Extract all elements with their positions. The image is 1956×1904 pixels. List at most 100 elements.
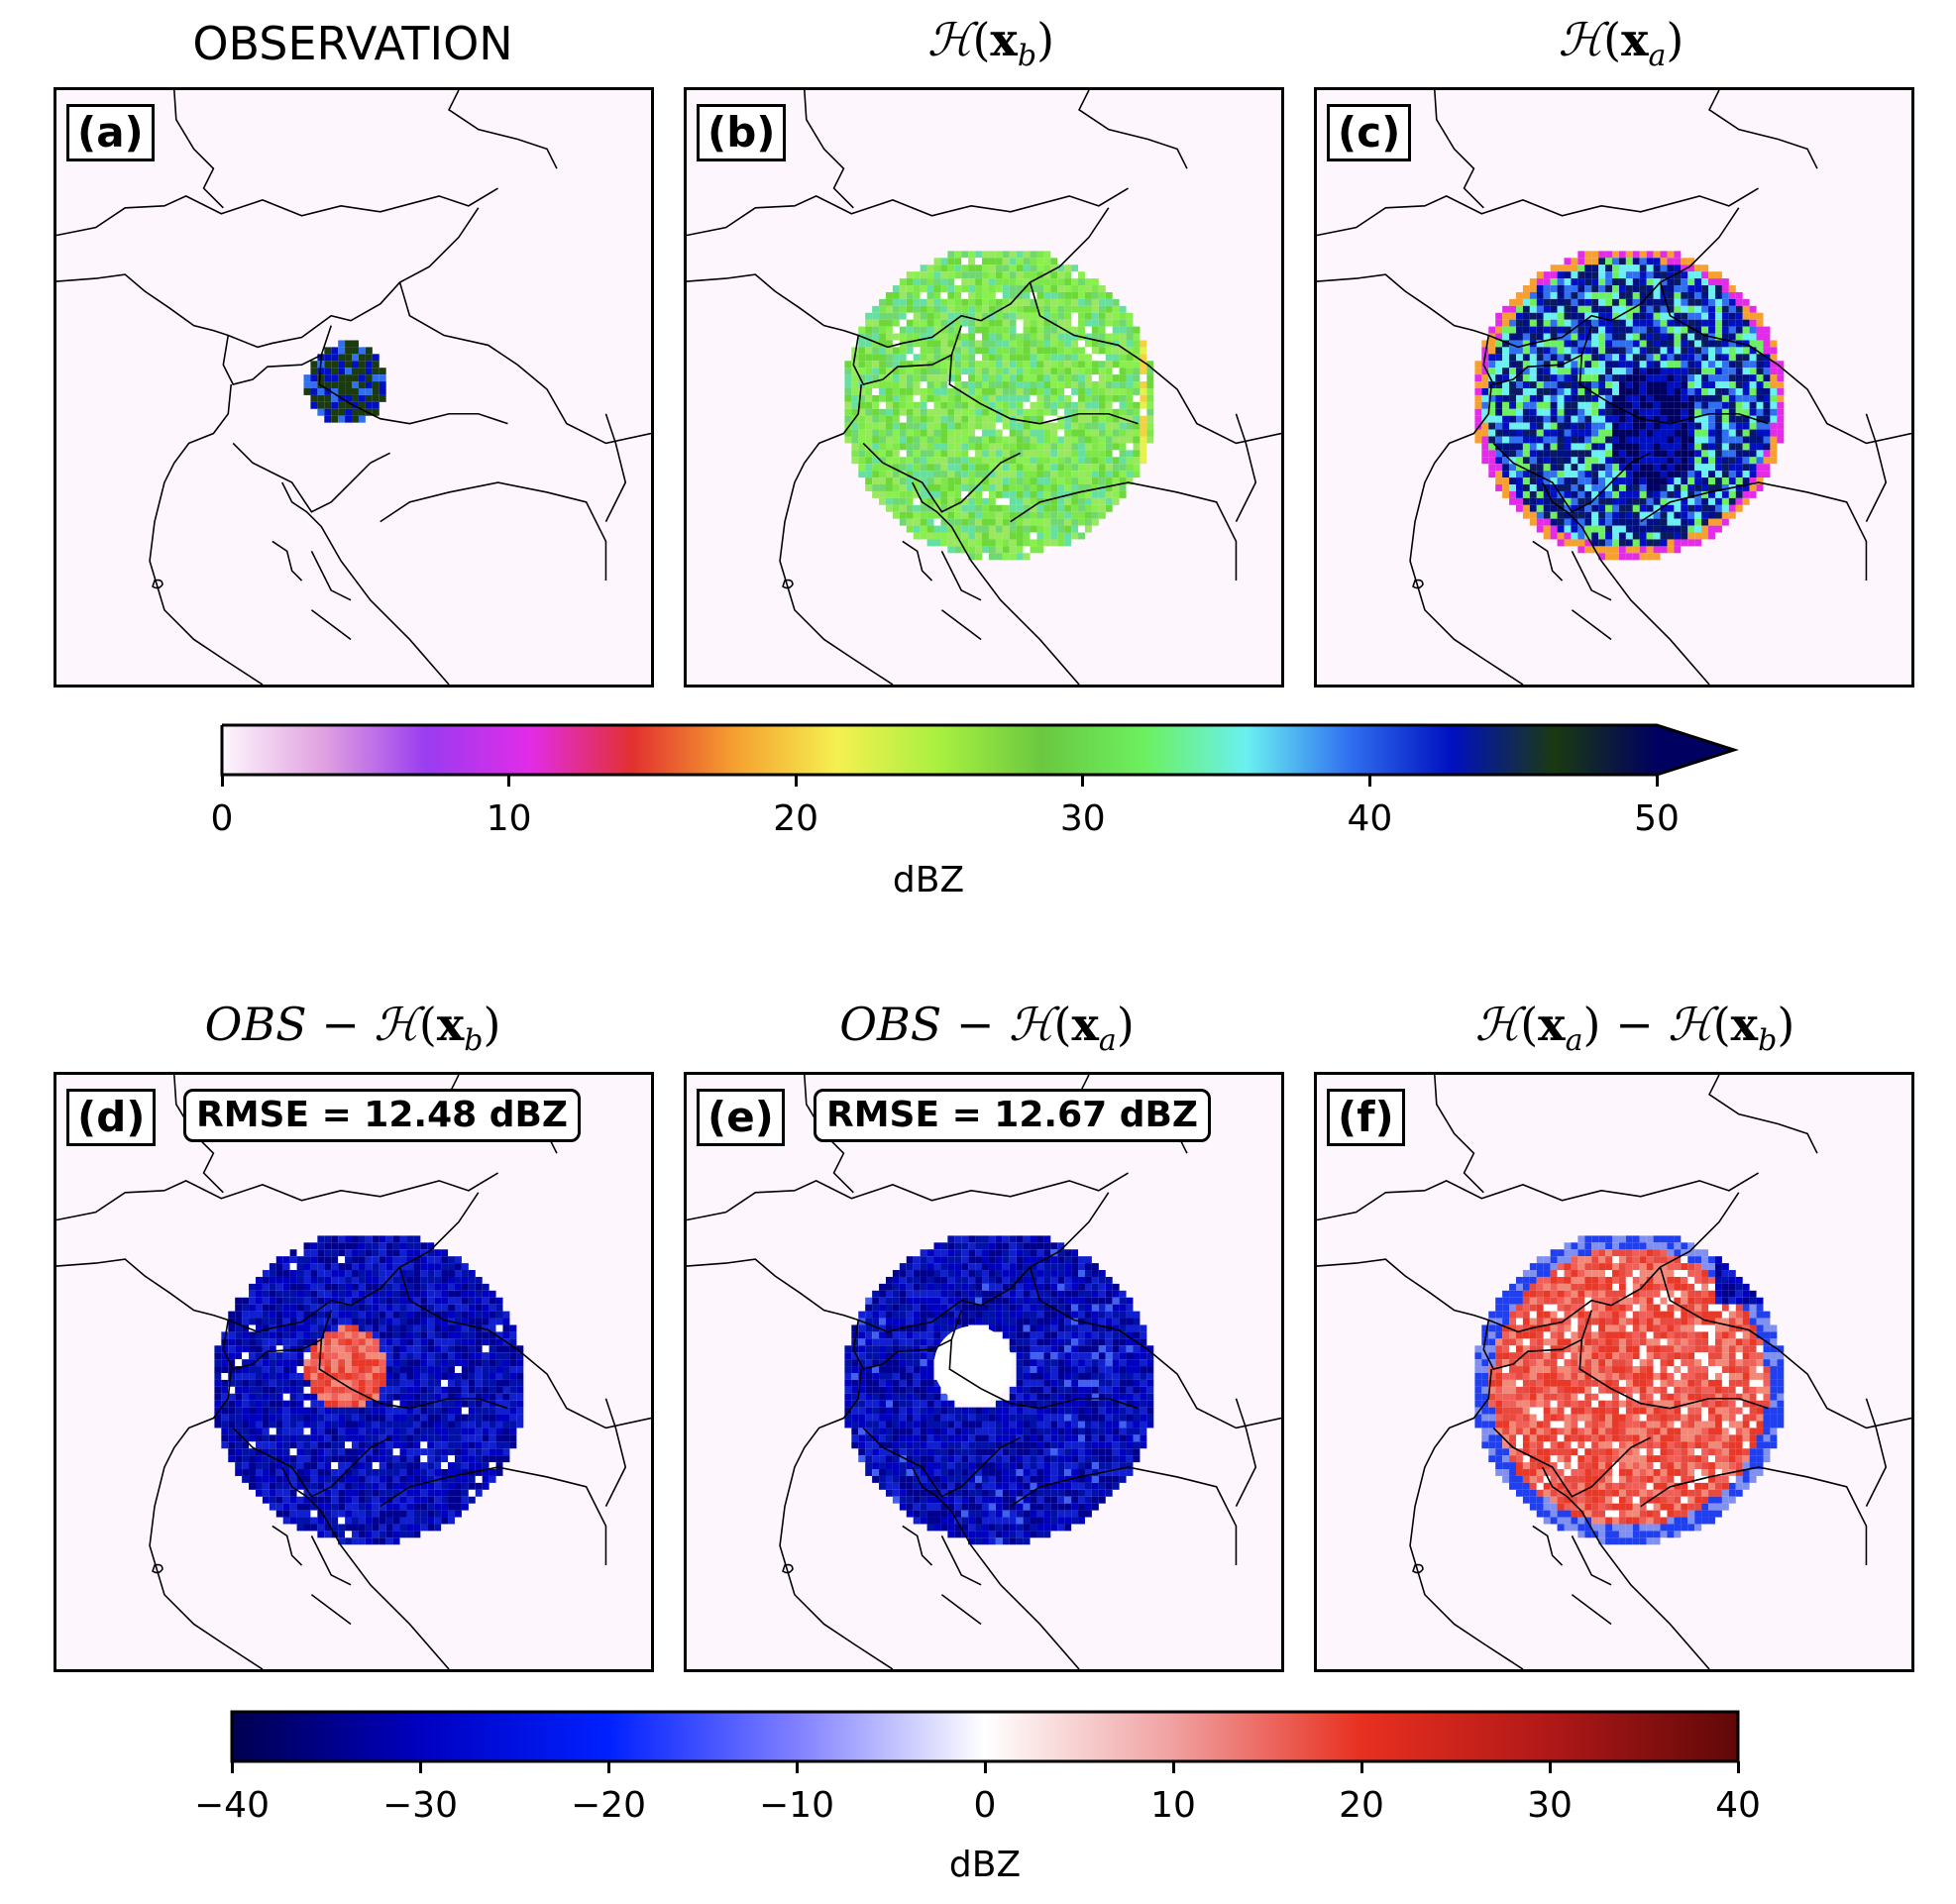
data-cell [262,1482,270,1490]
data-cell [1043,464,1051,472]
data-cell [1660,450,1668,458]
data-cell [865,457,873,465]
data-cell [844,387,852,395]
data-cell [1084,354,1092,362]
data-cell [275,1372,283,1380]
data-cell [1605,464,1613,472]
data-cell [399,1242,407,1250]
data-cell [310,381,318,388]
data-cell [954,457,962,465]
data-cell [1043,511,1051,519]
data-cell [858,354,866,362]
data-cell [338,1366,346,1373]
data-cell [1763,394,1771,402]
data-cell [1660,271,1668,279]
data-cell [913,471,921,478]
data-cell [1735,361,1743,369]
data-cell [947,312,955,320]
data-cell [509,1324,517,1332]
data-cell [385,1290,393,1298]
panel-label-c: (c) [1327,104,1412,161]
data-cell [1119,436,1127,444]
data-cell [324,408,332,416]
data-cell [865,340,873,348]
data-cell [296,1366,304,1373]
data-cell [1681,264,1688,272]
data-cell [1584,271,1592,279]
data-cell [303,1503,311,1511]
data-cell [1009,291,1017,299]
data-cell [352,381,359,388]
data-cell [879,443,886,451]
data-cell [1119,401,1127,409]
data-cell [954,361,962,369]
data-cell [892,312,900,320]
data-cell [1057,484,1065,491]
data-cell [1653,525,1661,533]
data-cell [1591,532,1599,540]
data-cell [1564,361,1572,369]
data-cell [1050,401,1058,409]
data-cell [1598,504,1606,512]
data-cell [228,1372,236,1380]
data-cell [926,394,934,402]
data-cell [255,1455,263,1463]
data-cell [913,394,921,402]
data-cell [1550,285,1558,292]
data-cell [1078,415,1085,423]
data-cell [1091,422,1099,430]
country-border [318,355,508,425]
data-cell [1030,518,1037,526]
data-cell [926,387,934,395]
data-cell [975,298,983,306]
data-cell [1071,271,1079,279]
data-cell [913,477,921,485]
data-cell [1536,319,1544,327]
data-cell [1646,298,1654,306]
country-border [1317,207,1740,349]
data-cell [1050,497,1058,505]
data-cell [892,347,900,355]
data-cell [255,1331,263,1339]
data-cell [872,361,880,369]
data-cell [1674,408,1682,416]
data-cell [1550,394,1558,402]
data-cell [255,1318,263,1325]
data-cell [1078,443,1085,451]
data-cell [1694,415,1702,423]
data-cell [1016,347,1024,355]
data-cell [1119,457,1127,465]
data-cell [406,1359,414,1367]
data-cell [954,504,962,512]
data-cell [899,443,907,451]
country-border [1640,481,1868,582]
data-cell [1057,518,1065,526]
data-cell [448,1297,455,1305]
data-cell [1674,258,1682,265]
data-cell [345,1482,353,1490]
data-cell [1618,251,1626,259]
data-cell [1674,326,1682,334]
data-cell [1502,387,1510,395]
data-cell [475,1421,483,1428]
data-cell [892,477,900,485]
data-cell [1653,408,1661,416]
data-cell [1639,429,1647,437]
data-cell [385,1448,393,1456]
data-cell [282,1421,290,1428]
data-cell [365,1434,373,1442]
data-cell [1598,497,1606,505]
data-cell [352,1304,359,1312]
data-cell [1557,381,1565,388]
data-cell [906,422,914,430]
data-cell [296,1441,304,1449]
panel-d: (d) RMSE = 12.48 dBZ [54,1072,654,1672]
data-cell [365,1311,373,1319]
data-cell [995,381,1003,388]
data-cell [372,401,380,409]
data-cell [1002,347,1010,355]
data-cell [1009,319,1017,327]
data-cell [1474,368,1482,375]
data-cell [1584,291,1592,299]
data-cell [495,1324,503,1332]
